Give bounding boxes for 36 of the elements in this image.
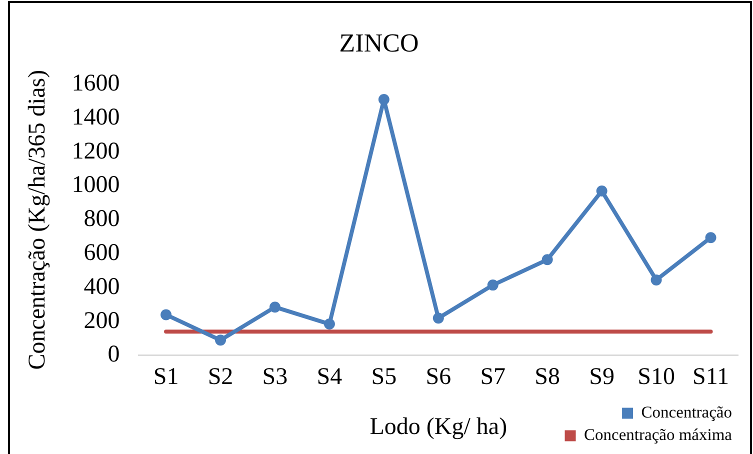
x-tick-label: S11 — [692, 364, 729, 390]
point — [705, 232, 716, 244]
point — [269, 302, 280, 313]
point — [432, 312, 444, 324]
x-tick-label: S1 — [153, 364, 179, 390]
x-tick-label: S2 — [208, 364, 234, 390]
x-tick-label: S8 — [534, 364, 560, 390]
x-tick-label: S4 — [316, 364, 342, 390]
y-tick-label: 1200 — [72, 138, 120, 164]
point — [378, 94, 390, 105]
x-tick-label: S6 — [426, 364, 452, 390]
y-tick-label: 1000 — [72, 172, 120, 198]
y-tick-label: 0 — [108, 342, 120, 368]
legend-label: Concentração máxima — [584, 425, 733, 444]
x-tick-label: S9 — [589, 364, 614, 390]
y-tick-label: 400 — [84, 274, 120, 300]
point — [650, 274, 662, 286]
y-axis-title: Concentração (Kg/ha/365 dias) — [24, 70, 51, 370]
y-tick-label: 1600 — [72, 70, 120, 96]
point — [596, 185, 608, 196]
x-tick-label: S7 — [480, 364, 506, 390]
point — [215, 334, 226, 346]
x-tick-label: S3 — [262, 364, 288, 390]
x-tick-label: S5 — [371, 364, 397, 390]
chart-title: ZINCO — [339, 28, 419, 58]
point — [487, 280, 498, 291]
y-tick-label: 1400 — [72, 104, 120, 130]
point — [160, 309, 172, 320]
y-tick-label: 600 — [84, 240, 120, 266]
x-tick-label: S10 — [638, 364, 675, 390]
point — [324, 318, 335, 330]
legend-label: Concentração — [641, 402, 732, 422]
y-tick-label: 200 — [84, 308, 120, 334]
y-tick-label: 800 — [84, 206, 120, 232]
point — [542, 254, 553, 266]
x-axis-title: Lodo (Kg/ ha) — [370, 414, 508, 440]
